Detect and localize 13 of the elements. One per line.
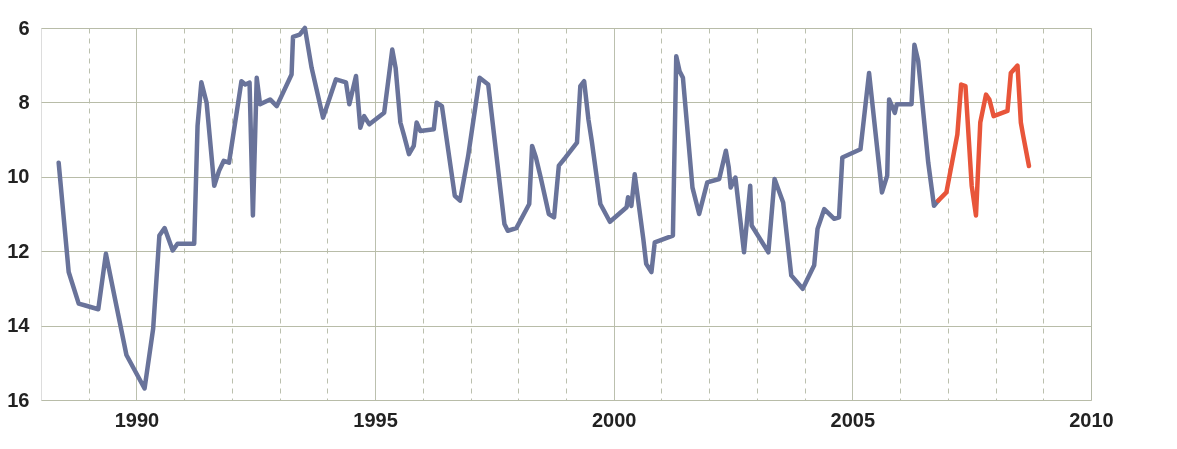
x-tick-label: 1990	[114, 408, 160, 431]
y-tick-label: 12	[7, 239, 30, 262]
y-tick-label: 6	[18, 16, 30, 39]
x-tick-label: 2000	[591, 408, 637, 431]
y-tick-label: 16	[7, 388, 30, 411]
x-tick-label: 1995	[353, 408, 398, 431]
y-tick-label: 14	[7, 314, 31, 337]
line-series	[56, 25, 941, 391]
x-tick-label: 2005	[830, 408, 876, 431]
y-tick-label: 8	[18, 90, 30, 113]
line-series	[936, 63, 1032, 218]
x-tick-label: 2010	[1069, 408, 1114, 431]
y-tick-label: 10	[7, 165, 30, 188]
